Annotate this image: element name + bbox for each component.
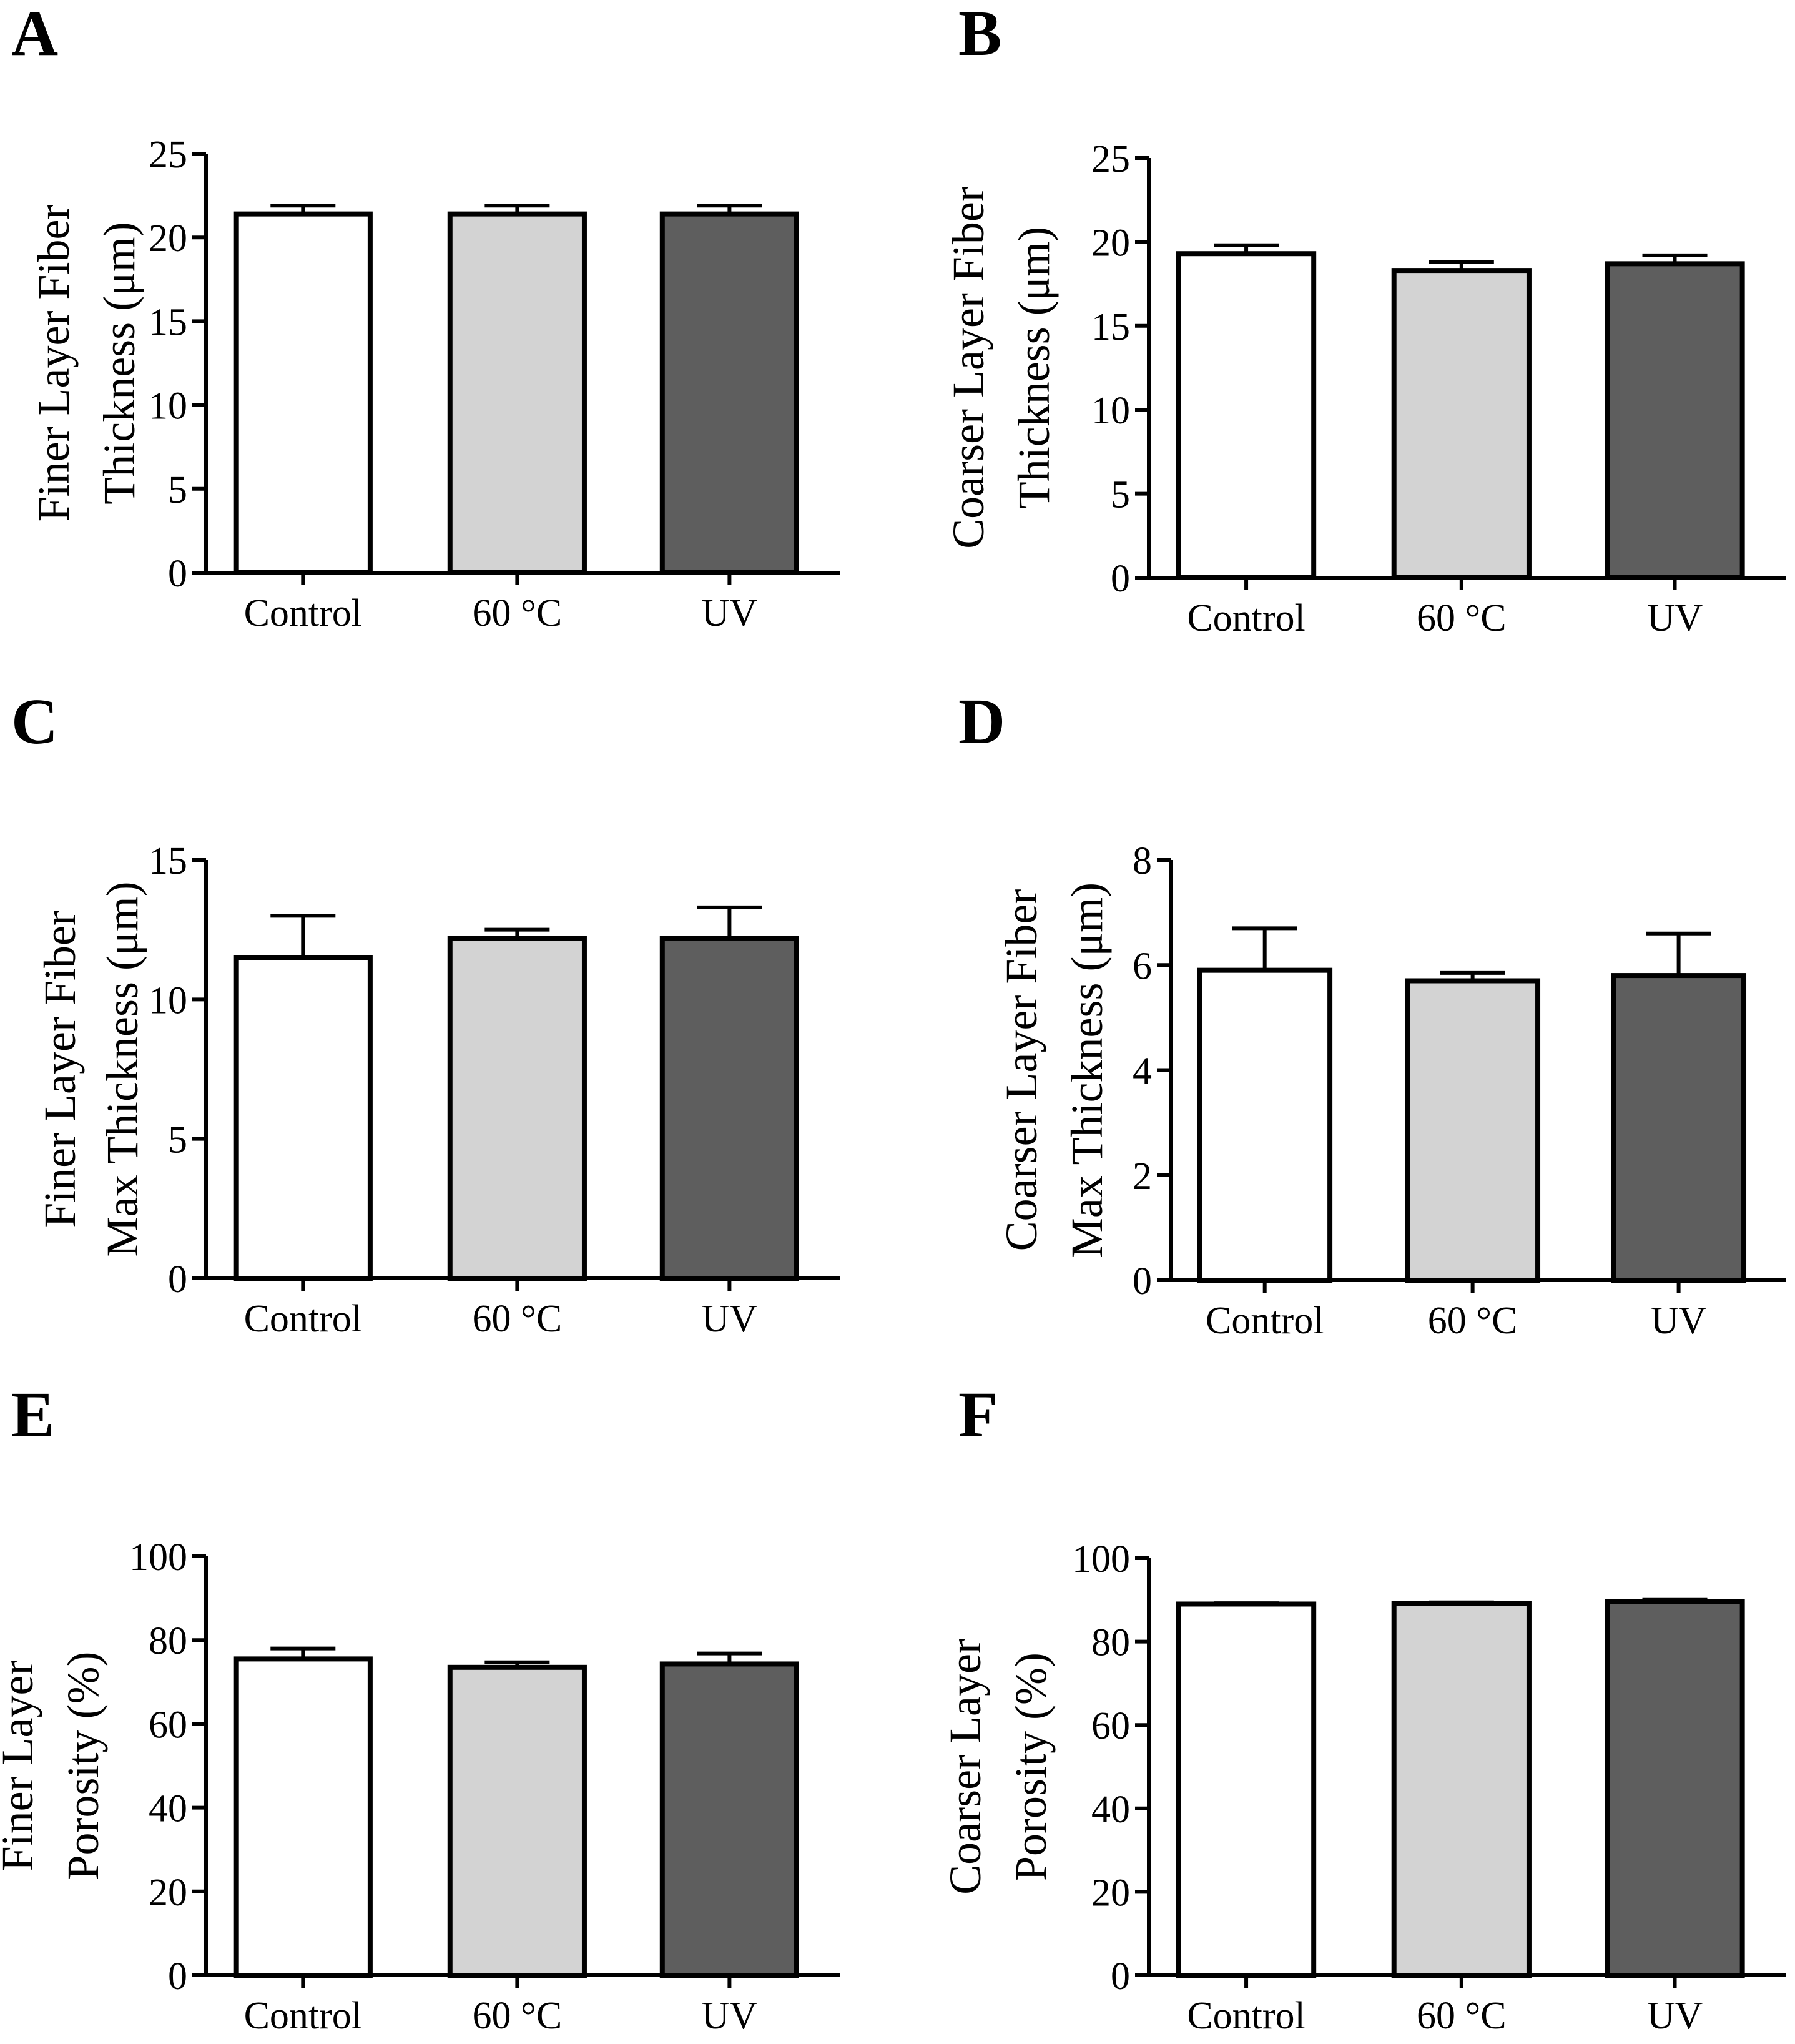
panel-e: E 0 20 40 60 80 100 Finer Layer Porosity (%) Cont… bbox=[0, 1379, 840, 2037]
panel-letter: B bbox=[958, 0, 1001, 69]
x-tick-label: UV bbox=[1651, 1300, 1707, 1342]
x-tick-label: 60 °C bbox=[1417, 1995, 1507, 2037]
y-axis-label: Porosity (%) bbox=[1006, 1652, 1056, 1881]
x-tick-label: Control bbox=[1187, 1995, 1305, 2037]
x-tick-label: 60 °C bbox=[473, 1298, 563, 1340]
bar-60c bbox=[447, 1664, 587, 1978]
y-tick-label: 100 bbox=[129, 1536, 187, 1579]
bar-control bbox=[233, 211, 373, 575]
y-tick-label: 40 bbox=[1091, 1789, 1130, 1831]
x-tick-label: Control bbox=[1187, 597, 1305, 639]
x-tick-label: Control bbox=[244, 592, 362, 634]
y-tick-label: 20 bbox=[1091, 1872, 1130, 1914]
y-tick-label: 10 bbox=[149, 385, 187, 428]
x-tick-label: Control bbox=[244, 1298, 362, 1340]
y-tick-label: 6 bbox=[1133, 945, 1152, 987]
y-axis-label: Porosity (%) bbox=[58, 1652, 108, 1880]
bar-60c bbox=[1391, 1601, 1532, 1978]
panel-d: D 0 2 4 6 8 Coarser Layer Fiber Max Thickness (… bbox=[958, 686, 1786, 1342]
bar-control bbox=[233, 1656, 373, 1978]
panel-letter: D bbox=[958, 686, 1005, 758]
bar-60c bbox=[1391, 268, 1532, 580]
y-tick-label: 100 bbox=[1072, 1538, 1130, 1581]
y-tick-label: 20 bbox=[1091, 222, 1130, 264]
y-tick-label: 4 bbox=[1133, 1050, 1152, 1093]
bar-uv bbox=[1605, 1599, 1745, 1978]
panel-letter: A bbox=[11, 0, 58, 69]
panel-c: C 0 5 10 15 Finer Layer Fiber Max Thickness (μ… bbox=[11, 686, 840, 1340]
panel-a: A 0 5 10 15 20 25 Finer Layer Fiber Thickness (μ… bbox=[11, 0, 840, 634]
x-tick-label: 60 °C bbox=[1417, 597, 1507, 639]
y-tick-label: 8 bbox=[1133, 840, 1152, 882]
y-tick-label: 40 bbox=[149, 1788, 187, 1830]
y-tick-label: 20 bbox=[149, 1872, 187, 1914]
panel-b: B 0 5 10 15 20 25 Coarser Layer Fiber Thickness … bbox=[943, 0, 1786, 639]
y-axis-label: Coarser Layer Fiber bbox=[943, 187, 993, 549]
y-tick-label: 60 bbox=[149, 1704, 187, 1746]
panel-f: F 0 20 40 60 80 100 Coarser Layer Porosity (%) Co… bbox=[940, 1379, 1786, 2037]
y-tick-label: 2 bbox=[1133, 1155, 1152, 1198]
bar-60c bbox=[447, 936, 587, 1281]
bar-control bbox=[1197, 967, 1333, 1283]
x-tick-label: UV bbox=[702, 592, 758, 634]
y-tick-label: 15 bbox=[1091, 306, 1130, 348]
y-tick-label: 5 bbox=[168, 1119, 187, 1162]
y-tick-label: 5 bbox=[168, 469, 187, 511]
y-axis-label: Max Thickness (μm) bbox=[97, 881, 147, 1257]
y-tick-label: 0 bbox=[1111, 558, 1130, 600]
bar-control bbox=[1176, 251, 1317, 580]
bar-uv bbox=[659, 1661, 799, 1978]
panel-letter: E bbox=[11, 1379, 54, 1451]
y-tick-label: 0 bbox=[168, 1258, 187, 1301]
y-tick-label: 5 bbox=[1111, 474, 1130, 516]
y-tick-label: 10 bbox=[1091, 390, 1130, 432]
y-axis-label: Coarser Layer Fiber bbox=[996, 889, 1046, 1252]
x-tick-label: Control bbox=[244, 1995, 362, 2037]
panel-letter: C bbox=[11, 686, 58, 758]
y-axis-label: Thickness (μm) bbox=[94, 222, 144, 505]
y-axis-label: Finer Layer bbox=[0, 1661, 42, 1872]
panel-letter: F bbox=[958, 1379, 998, 1451]
bar-60c bbox=[1405, 978, 1541, 1283]
bar-uv bbox=[659, 211, 799, 575]
y-tick-label: 80 bbox=[149, 1620, 187, 1662]
x-tick-label: UV bbox=[1647, 1995, 1703, 2037]
y-axis-label: Finer Layer Fiber bbox=[35, 911, 85, 1228]
y-axis-label: Thickness (μm) bbox=[1009, 227, 1059, 510]
x-tick-label: Control bbox=[1206, 1300, 1324, 1342]
y-tick-label: 60 bbox=[1091, 1705, 1130, 1747]
x-tick-label: 60 °C bbox=[473, 1995, 563, 2037]
bar-uv bbox=[1611, 973, 1747, 1283]
y-tick-label: 0 bbox=[1133, 1260, 1152, 1303]
x-tick-label: 60 °C bbox=[1428, 1300, 1518, 1342]
bar-60c bbox=[447, 211, 587, 575]
y-tick-label: 0 bbox=[168, 1955, 187, 1998]
y-axis-label: Finer Layer Fiber bbox=[29, 205, 79, 522]
y-axis-label: Max Thickness (μm) bbox=[1062, 882, 1112, 1258]
y-tick-label: 25 bbox=[1091, 138, 1130, 180]
x-tick-label: 60 °C bbox=[473, 592, 563, 634]
bar-uv bbox=[1605, 261, 1745, 580]
y-tick-label: 0 bbox=[168, 553, 187, 595]
y-tick-label: 20 bbox=[149, 217, 187, 260]
bar-control bbox=[233, 955, 373, 1281]
y-axis-label: Coarser Layer bbox=[940, 1639, 990, 1895]
y-tick-label: 15 bbox=[149, 301, 187, 343]
y-tick-label: 25 bbox=[149, 134, 187, 176]
y-tick-label: 15 bbox=[149, 840, 187, 882]
y-tick-label: 80 bbox=[1091, 1622, 1130, 1664]
x-tick-label: UV bbox=[702, 1298, 758, 1340]
y-tick-label: 10 bbox=[149, 979, 187, 1022]
bar-control bbox=[1176, 1601, 1317, 1978]
x-tick-label: UV bbox=[702, 1995, 758, 2037]
y-tick-label: 0 bbox=[1111, 1955, 1130, 1998]
bar-uv bbox=[659, 936, 799, 1281]
x-tick-label: UV bbox=[1647, 597, 1703, 639]
